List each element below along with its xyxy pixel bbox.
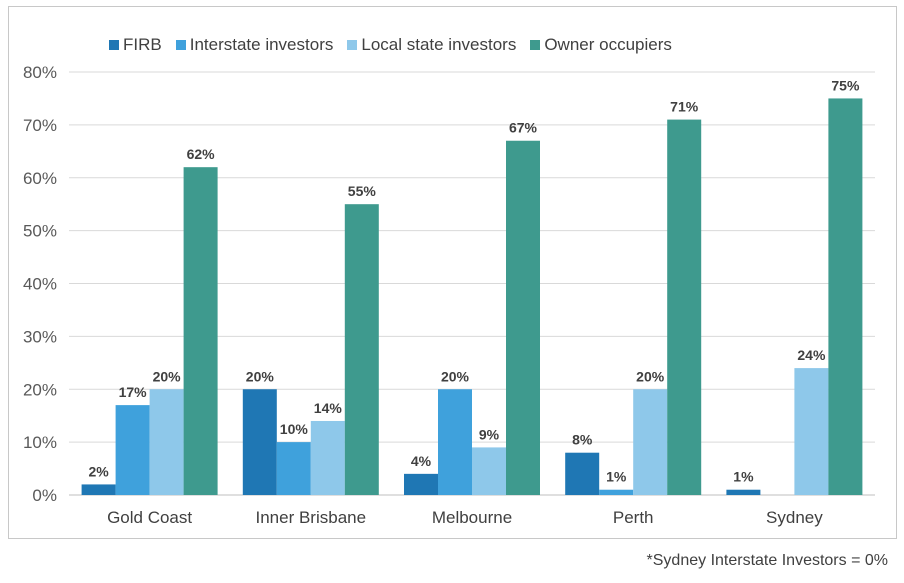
legend-item-owner: Owner occupiers bbox=[530, 35, 672, 55]
y-tick-label: 30% bbox=[23, 327, 57, 346]
legend-item-local: Local state investors bbox=[347, 35, 516, 55]
bar bbox=[794, 368, 829, 495]
y-axis-ticks: 0% 10% 20% 30% 40% 50% 60% 70% 80% bbox=[23, 63, 57, 505]
bar bbox=[565, 452, 600, 495]
x-tick-label: Perth bbox=[613, 508, 654, 527]
bar bbox=[667, 119, 702, 496]
x-tick-label: Inner Brisbane bbox=[256, 508, 367, 527]
bar bbox=[183, 167, 218, 496]
bar-chart: 0% 10% 20% 30% 40% 50% 60% 70% 80% 2% 17% 20% 62% 20… bbox=[23, 63, 875, 527]
data-label: 1% bbox=[733, 469, 754, 485]
bar bbox=[828, 98, 863, 495]
legend-label: Interstate investors bbox=[189, 35, 334, 54]
bar bbox=[726, 489, 761, 495]
data-label: 24% bbox=[797, 347, 826, 363]
x-tick-label: Melbourne bbox=[432, 508, 512, 527]
data-label: 10% bbox=[280, 421, 309, 437]
bar bbox=[472, 447, 506, 495]
data-label: 17% bbox=[119, 384, 148, 400]
data-label: 20% bbox=[246, 368, 275, 384]
data-labels: 2% 17% 20% 62% 20% 10% 14% 55% 4% 20% 9% 67% 8% 1% 20%… bbox=[88, 77, 859, 484]
bar bbox=[310, 420, 345, 495]
data-label: 2% bbox=[88, 463, 109, 479]
data-label: 75% bbox=[831, 77, 860, 93]
x-tick-label: Sydney bbox=[766, 508, 823, 527]
data-label: 20% bbox=[636, 368, 665, 384]
bars bbox=[81, 98, 863, 496]
y-tick-label: 80% bbox=[23, 63, 57, 82]
y-tick-label: 50% bbox=[23, 222, 57, 241]
legend-label: Local state investors bbox=[361, 35, 517, 54]
bar bbox=[242, 389, 277, 495]
chart-frame: 0% 10% 20% 30% 40% 50% 60% 70% 80% 2% 17% 20% 62% 20… bbox=[8, 6, 897, 539]
legend-item-interstate: Interstate investors bbox=[175, 35, 334, 55]
legend-swatch bbox=[175, 40, 186, 50]
data-label: 9% bbox=[479, 426, 500, 442]
bar bbox=[633, 389, 668, 495]
bar bbox=[149, 389, 184, 495]
y-tick-label: 70% bbox=[23, 116, 57, 135]
data-label: 14% bbox=[314, 400, 343, 416]
bar bbox=[506, 140, 540, 496]
legend-label: Owner occupiers bbox=[544, 35, 672, 54]
bar bbox=[115, 405, 150, 495]
data-label: 20% bbox=[153, 368, 182, 384]
legend-swatch bbox=[530, 40, 541, 50]
legend-swatch bbox=[109, 40, 119, 50]
bar bbox=[599, 489, 634, 495]
footnote: *Sydney Interstate Investors = 0% bbox=[646, 552, 888, 569]
y-tick-label: 10% bbox=[23, 433, 57, 452]
data-label: 1% bbox=[606, 469, 627, 485]
data-label: 62% bbox=[187, 146, 216, 162]
legend-swatch bbox=[347, 40, 358, 50]
y-tick-label: 20% bbox=[23, 380, 57, 399]
bar bbox=[404, 473, 438, 495]
bar bbox=[438, 389, 472, 495]
bar bbox=[276, 442, 311, 495]
legend-item-firb: FIRB bbox=[109, 35, 162, 55]
y-tick-label: 0% bbox=[32, 486, 57, 505]
bar bbox=[344, 204, 379, 495]
y-tick-label: 60% bbox=[23, 169, 57, 188]
data-label: 4% bbox=[411, 453, 432, 469]
y-tick-label: 40% bbox=[23, 275, 57, 294]
data-label: 67% bbox=[509, 120, 538, 136]
legend-label: FIRB bbox=[123, 35, 162, 54]
bar bbox=[81, 484, 116, 495]
data-label: 55% bbox=[348, 183, 377, 199]
x-axis-ticks: Gold Coast Inner Brisbane Melbourne Perth Sy… bbox=[107, 508, 823, 527]
data-label: 71% bbox=[670, 99, 699, 115]
data-label: 20% bbox=[441, 368, 470, 384]
data-label: 8% bbox=[572, 432, 593, 448]
x-tick-label: Gold Coast bbox=[107, 508, 192, 527]
legend: FIRB Interstate investors Local state in… bbox=[109, 35, 672, 55]
